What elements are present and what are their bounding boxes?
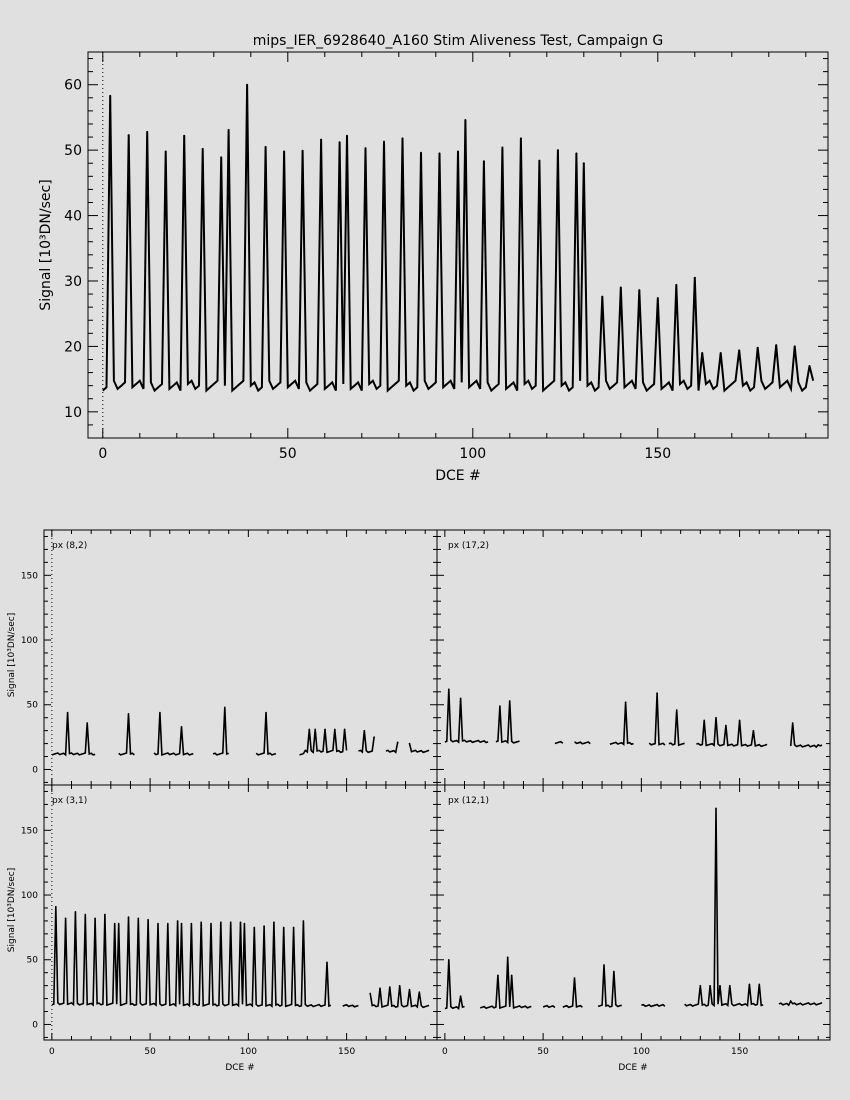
- y-tick-label: 50: [27, 956, 39, 966]
- y-tick-label: 150: [21, 826, 38, 836]
- x-axis-label: DCE #: [225, 1063, 254, 1073]
- x-tick-label: 0: [442, 1047, 448, 1057]
- series-line-segment-4: [597, 964, 622, 1008]
- y-tick-label: 40: [64, 209, 82, 225]
- series-line-segment-3: [212, 707, 229, 756]
- series-line-segment-6: [668, 709, 685, 747]
- series-line-segment-0: [444, 959, 465, 1010]
- series-line-segment-5: [641, 1003, 666, 1008]
- y-tick-label: 20: [64, 339, 82, 355]
- y-tick-label: 50: [64, 143, 82, 159]
- y-tick-label: 10: [64, 405, 82, 421]
- series-line-segment-2: [542, 1004, 556, 1009]
- series-line-segment-4: [609, 702, 634, 747]
- y-axis-label: Signal [10³DN/sec]: [38, 179, 54, 310]
- chart-title: mips_IER_6928640_A160 Stim Aliveness Tes…: [253, 33, 664, 49]
- y-tick-label: 0: [32, 1020, 38, 1030]
- series-line-segment-6: [358, 730, 375, 754]
- x-axis-label: DCE #: [435, 468, 481, 484]
- series-line-segment-0: [102, 84, 815, 393]
- series-line-segment-3: [562, 977, 583, 1009]
- x-tick-label: 150: [338, 1047, 355, 1057]
- subplot-label: px (8,2): [52, 541, 87, 551]
- y-tick-label: 100: [21, 636, 38, 646]
- series-line-segment-7: [696, 717, 768, 748]
- plot-frame: [43, 529, 438, 786]
- series-line-segment-0: [51, 906, 332, 1008]
- plot-frame: [436, 529, 831, 786]
- series-line-segment-0: [444, 689, 489, 744]
- subplot-label: px (12,1): [448, 796, 489, 806]
- series-line-segment-7: [385, 742, 399, 754]
- series-line-segment-6: [684, 808, 764, 1008]
- series-line-segment-3: [574, 741, 591, 745]
- y-tick-label: 30: [64, 274, 82, 290]
- y-axis-label: Signal [10³DN/sec]: [7, 613, 17, 697]
- y-tick-label: 150: [21, 571, 38, 581]
- subplot-px-8-2: 0 50 100 150 Signal [10³DN/sec] px (8,2): [7, 529, 438, 786]
- series-line-segment-2: [369, 985, 430, 1009]
- x-tick-label: 50: [537, 1047, 549, 1057]
- subplot-px-12-1: 0 50 100 150 DCE # px (12,1): [436, 784, 831, 1073]
- series-line-segment-1: [495, 700, 520, 745]
- x-tick-label: 50: [279, 446, 297, 462]
- series-line-segment-5: [299, 729, 348, 756]
- x-tick-label: 100: [240, 1047, 257, 1057]
- x-tick-label: 150: [644, 446, 671, 462]
- series-line-segment-2: [153, 712, 194, 756]
- x-tick-label: 150: [731, 1047, 748, 1057]
- subplot-px-3-1: 0 50 100 150 0 50 100 150 DCE # Signal [10³DN/sec…: [7, 784, 438, 1073]
- x-axis-label: DCE #: [618, 1063, 647, 1073]
- y-tick-label: 100: [21, 891, 38, 901]
- subplot-label: px (3,1): [52, 796, 87, 806]
- series-line-segment-1: [479, 957, 532, 1010]
- series-line-segment-2: [554, 740, 564, 745]
- series-line-segment-0: [51, 712, 96, 757]
- plot-frame: [436, 784, 831, 1041]
- series-line-segment-8: [408, 743, 430, 754]
- main-chart: 0 50 100 150 10 20 30 40 50 60 mips_IER_6928640_A1…: [38, 33, 829, 484]
- x-tick-label: 100: [633, 1047, 650, 1057]
- series-line-segment-5: [648, 693, 666, 746]
- y-tick-label: 0: [32, 765, 38, 775]
- x-tick-label: 100: [459, 446, 486, 462]
- series-line-segment-1: [342, 1003, 359, 1008]
- plot-frame: [87, 51, 829, 439]
- subplot-label: px (17,2): [448, 541, 489, 551]
- y-tick-label: 50: [27, 701, 39, 711]
- y-tick-label: 60: [64, 78, 82, 94]
- series-line-segment-1: [118, 713, 135, 756]
- x-tick-label: 50: [144, 1047, 156, 1057]
- subplot-px-17-2: px (17,2): [436, 529, 831, 786]
- series-line-segment-7: [778, 999, 823, 1007]
- series-line-segment-8: [789, 722, 823, 749]
- x-tick-label: 0: [49, 1047, 55, 1057]
- y-axis-label: Signal [10³DN/sec]: [7, 868, 17, 952]
- series-line-segment-4: [255, 712, 277, 756]
- x-tick-label: 0: [98, 446, 107, 462]
